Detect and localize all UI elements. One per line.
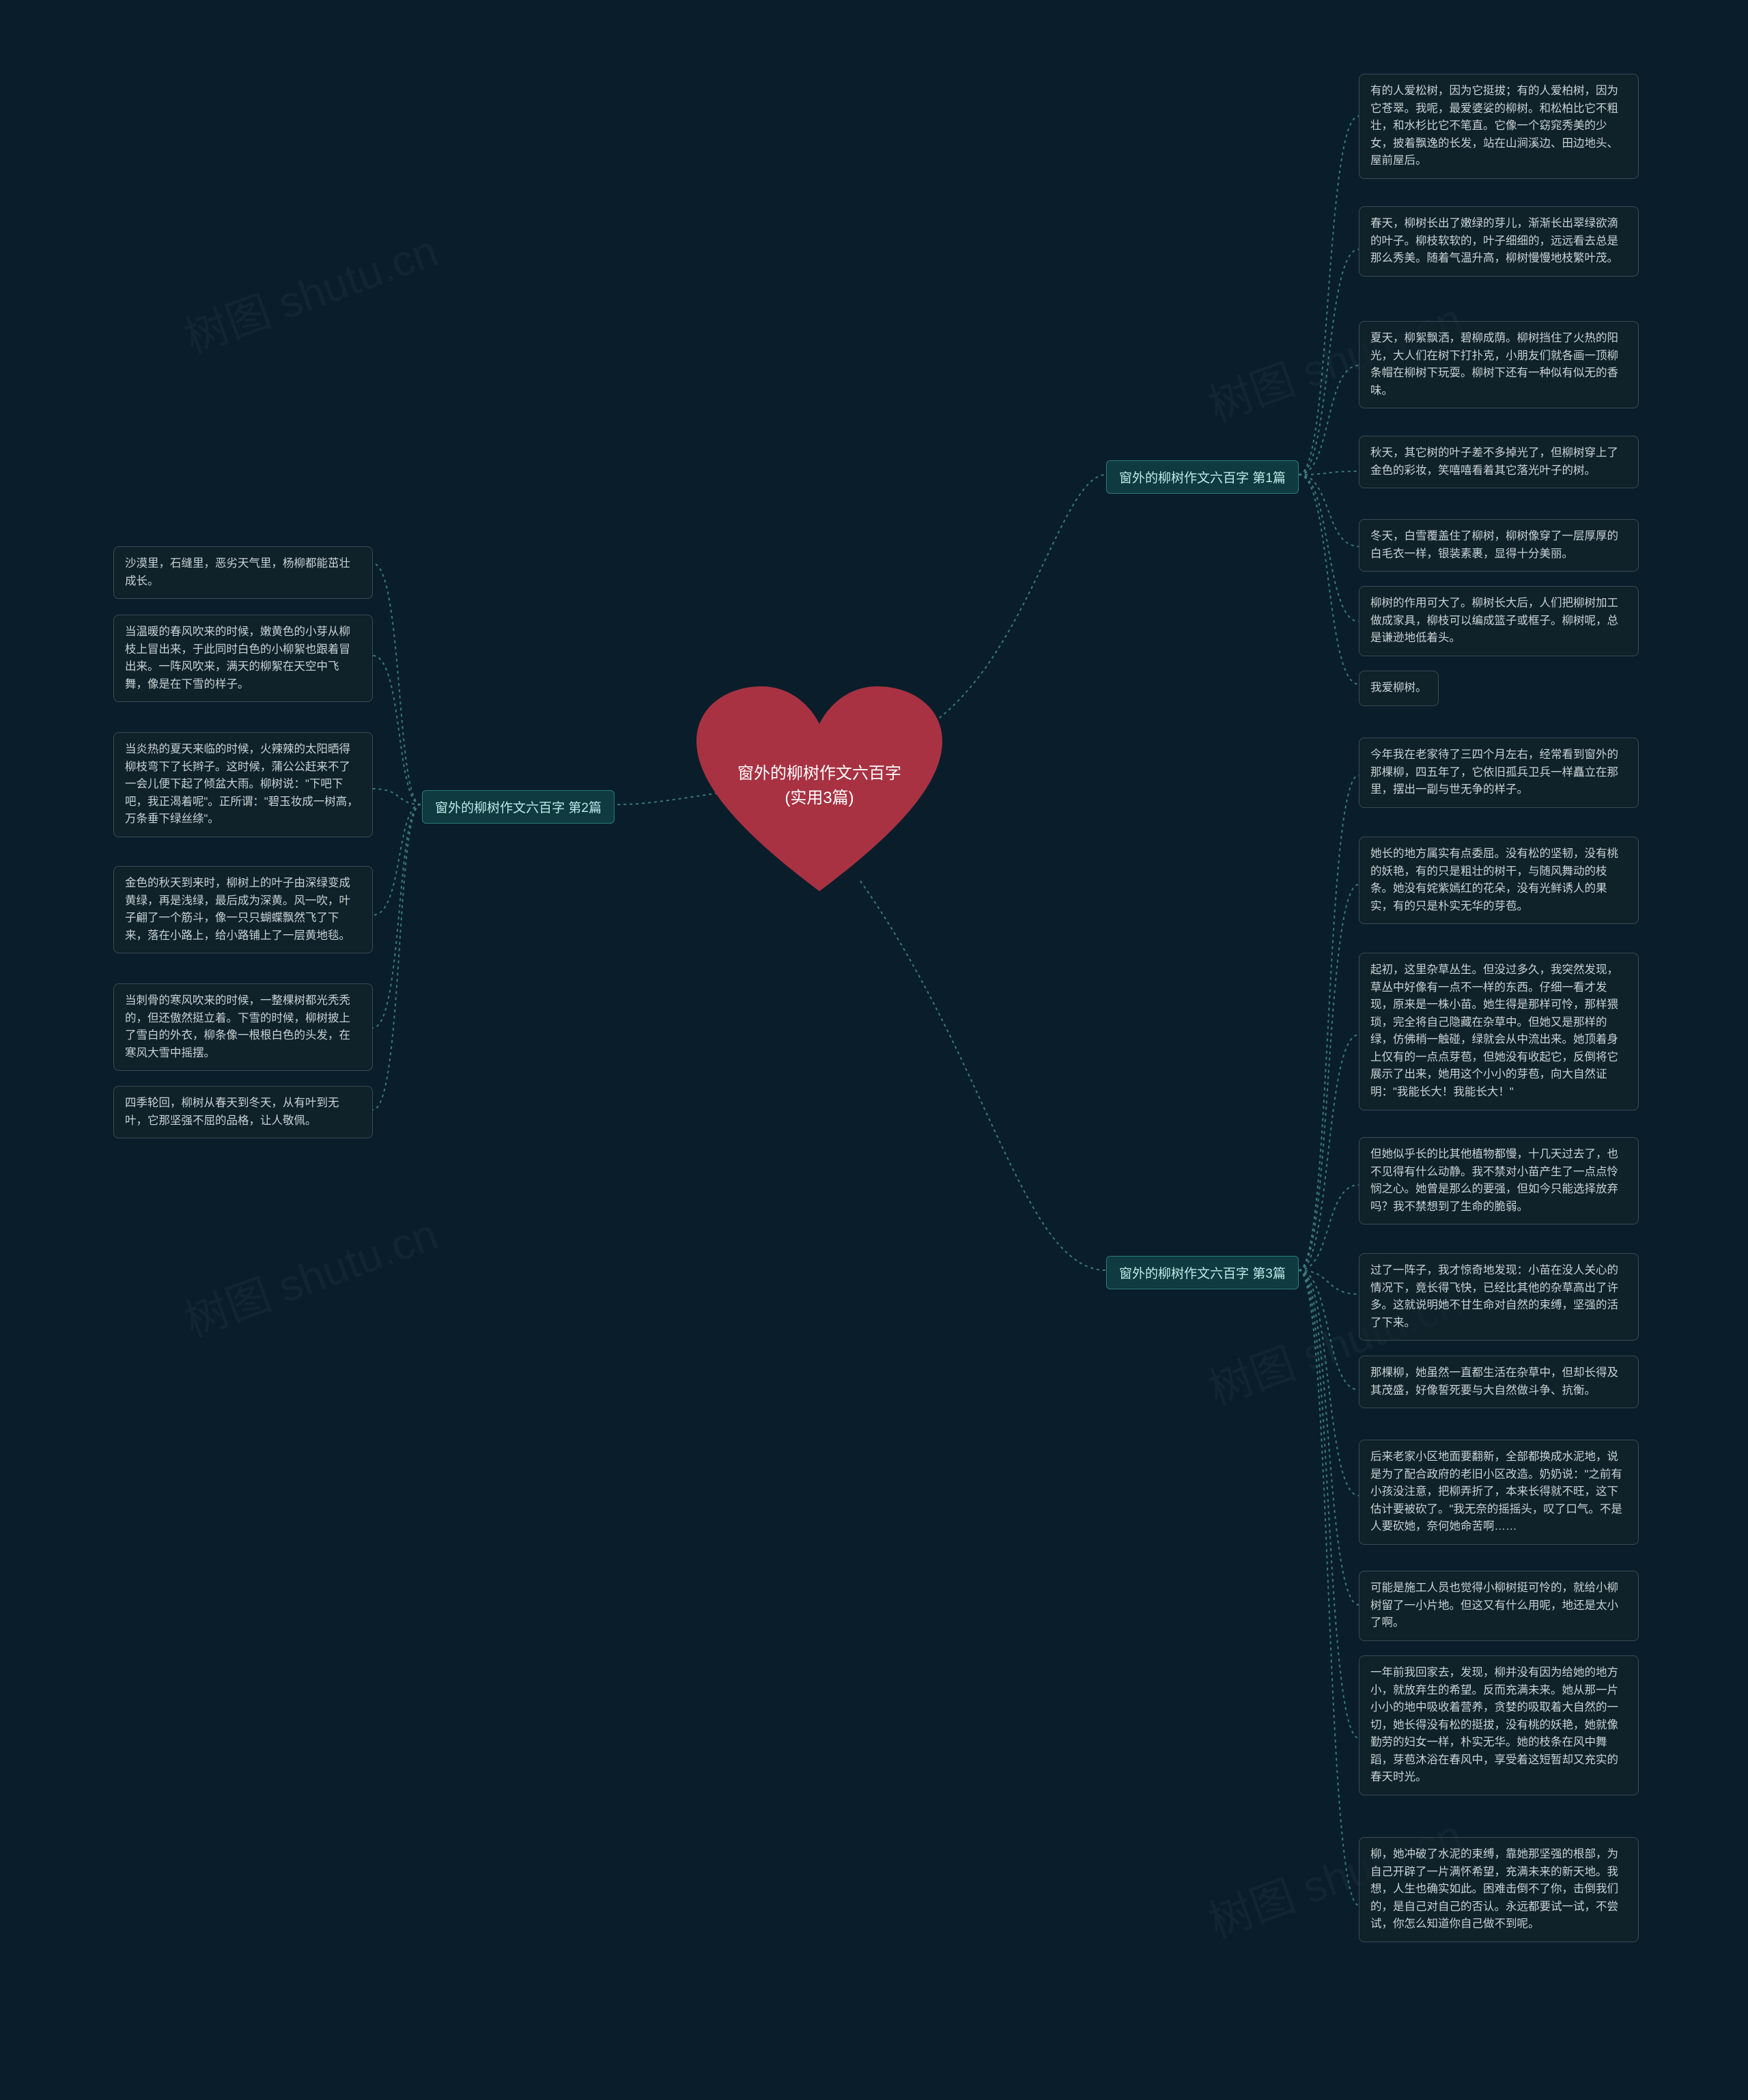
root-node[interactable]: 窗外的柳树作文六百字(实用3篇) [696, 686, 942, 905]
leaf-node[interactable]: 但她似乎长的比其他植物都慢，十几天过去了，也不见得有什么动静。我不禁对小苗产生了… [1359, 1137, 1639, 1224]
leaf-node[interactable]: 当炎热的夏天来临的时候，火辣辣的太阳晒得柳枝弯下了长辫子。这时候，蒲公公赶来不了… [113, 732, 373, 837]
watermark: 树图 shutu.cn [175, 216, 445, 365]
leaf-node[interactable]: 我爱柳树。 [1359, 671, 1439, 706]
leaf-node[interactable]: 那棵柳，她虽然一直都生活在杂草中，但却长得及其茂盛，好像誓死要与大自然做斗争、抗… [1359, 1356, 1639, 1408]
leaf-node[interactable]: 有的人爱松树，因为它挺拔；有的人爱柏树，因为它苍翠。我呢，最爱婆娑的柳树。和松柏… [1359, 74, 1639, 179]
leaf-node[interactable]: 柳树的作用可大了。柳树长大后，人们把柳树加工做成家具，柳枝可以编成篮子或框子。柳… [1359, 586, 1639, 656]
leaf-node[interactable]: 柳，她冲破了水泥的束缚，靠她那坚强的根部，为自己开辟了一片满怀希望，充满未来的新… [1359, 1837, 1639, 1942]
leaf-node[interactable]: 今年我在老家待了三四个月左右，经常看到窗外的那棵柳，四五年了，它依旧孤兵卫兵一样… [1359, 738, 1639, 808]
leaf-node[interactable]: 金色的秋天到来时，柳树上的叶子由深绿变成黄绿，再是浅绿，最后成为深黄。风一吹，叶… [113, 866, 373, 953]
leaf-node[interactable]: 过了一阵子，我才惊奇地发现：小苗在没人关心的情况下，竟长得飞快，已经比其他的杂草… [1359, 1253, 1639, 1341]
leaf-node[interactable]: 一年前我回家去，发现，柳并没有因为给她的地方小，就放弃生的希望。反而充满未来。她… [1359, 1655, 1639, 1795]
leaf-node[interactable]: 可能是施工人员也觉得小柳树挺可怜的，就给小柳树留了一小片地。但这又有什么用呢，地… [1359, 1571, 1639, 1641]
leaf-node[interactable]: 起初，这里杂草丛生。但没过多久，我突然发现，草丛中好像有一点不一样的东西。仔细一… [1359, 953, 1639, 1110]
leaf-node[interactable]: 她长的地方属实有点委屈。没有松的坚韧，没有桃的妖艳，有的只是粗壮的树干，与随风舞… [1359, 837, 1639, 924]
leaf-node[interactable]: 秋天，其它树的叶子差不多掉光了，但柳树穿上了金色的彩妆，笑嘻嘻看着其它落光叶子的… [1359, 436, 1639, 488]
leaf-node[interactable]: 当温暖的春风吹来的时候，嫩黄色的小芽从柳枝上冒出来，于此同时白色的小柳絮也跟着冒… [113, 615, 373, 702]
root-title: 窗外的柳树作文六百字(实用3篇) [696, 761, 942, 811]
leaf-node[interactable]: 春天，柳树长出了嫩绿的芽儿，渐渐长出翠绿欲滴的叶子。柳枝软软的，叶子细细的，远远… [1359, 206, 1639, 277]
leaf-node[interactable]: 四季轮回，柳树从春天到冬天，从有叶到无叶，它那坚强不屈的品格，让人敬佩。 [113, 1086, 373, 1138]
branch-2[interactable]: 窗外的柳树作文六百字 第2篇 [422, 790, 615, 824]
watermark: 树图 shutu.cn [175, 1199, 445, 1349]
branch-3[interactable]: 窗外的柳树作文六百字 第3篇 [1106, 1256, 1299, 1289]
leaf-node[interactable]: 沙漠里，石缝里，恶劣天气里，杨柳都能茁壮成长。 [113, 546, 373, 599]
branch-1[interactable]: 窗外的柳树作文六百字 第1篇 [1106, 460, 1299, 494]
leaf-node[interactable]: 后来老家小区地面要翻新，全部都换成水泥地，说是为了配合政府的老旧小区改造。奶奶说… [1359, 1440, 1639, 1545]
leaf-node[interactable]: 夏天，柳絮飘洒，碧柳成荫。柳树挡住了火热的阳光，大人们在树下打扑克，小朋友们就各… [1359, 321, 1639, 408]
leaf-node[interactable]: 冬天，白雪覆盖住了柳树，柳树像穿了一层厚厚的白毛衣一样，银装素裹，显得十分美丽。 [1359, 519, 1639, 572]
leaf-node[interactable]: 当刺骨的寒风吹来的时候，一整棵树都光秃秃的，但还傲然挺立着。下雪的时候，柳树披上… [113, 983, 373, 1071]
